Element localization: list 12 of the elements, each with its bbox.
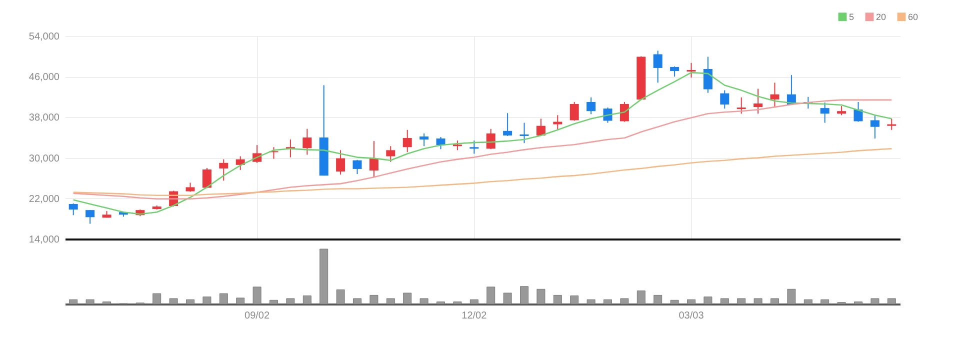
x-tick-label: 09/02 bbox=[244, 310, 270, 322]
y-tick-label: 38,000 bbox=[28, 112, 60, 124]
y-tick-label: 14,000 bbox=[28, 234, 60, 246]
legend-label: 5 bbox=[849, 12, 854, 22]
y-tick-label: 46,000 bbox=[28, 72, 60, 84]
x-tick-label: 12/02 bbox=[462, 310, 488, 322]
y-tick-label: 22,000 bbox=[28, 194, 60, 205]
legend-label: 20 bbox=[876, 12, 886, 22]
y-tick-label: 54,000 bbox=[28, 32, 60, 42]
y-tick-label: 30,000 bbox=[28, 153, 60, 164]
legend-label: 60 bbox=[908, 12, 918, 22]
x-tick-label: 03/03 bbox=[678, 310, 704, 322]
